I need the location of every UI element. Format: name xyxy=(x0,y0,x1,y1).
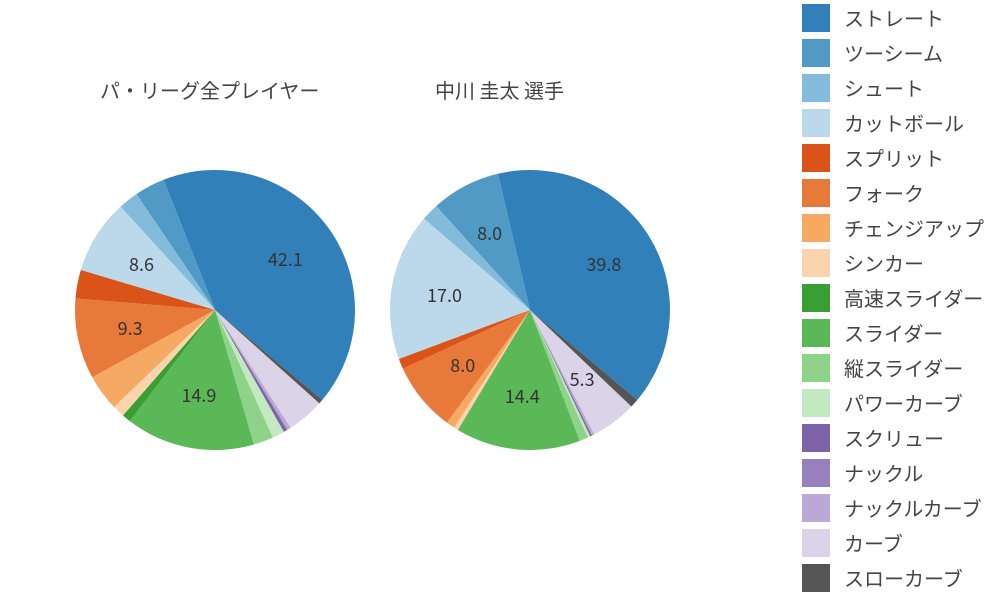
pie-chart xyxy=(75,170,355,450)
legend-label: シュート xyxy=(844,70,924,105)
legend-item-changeup: チェンジアップ xyxy=(802,210,984,245)
legend-label: ツーシーム xyxy=(844,35,943,70)
chart-title: パ・リーグ全プレイヤー xyxy=(100,75,319,104)
legend-swatch xyxy=(802,389,830,417)
legend-label: カットボール xyxy=(844,105,964,140)
legend-item-vslider: 縦スライダー xyxy=(802,350,984,385)
legend-label: フォーク xyxy=(844,175,924,210)
legend-item-straight: ストレート xyxy=(802,0,984,35)
legend-label: パワーカーブ xyxy=(844,385,963,420)
legend-swatch xyxy=(802,39,830,67)
legend-item-slowcurve: スローカーブ xyxy=(802,560,984,595)
legend-swatch xyxy=(802,459,830,487)
legend-swatch xyxy=(802,74,830,102)
legend-label: スプリット xyxy=(844,140,944,175)
legend-item-fork: フォーク xyxy=(802,175,984,210)
legend-label: カーブ xyxy=(844,525,903,560)
legend-label: シンカー xyxy=(844,245,924,280)
legend-swatch xyxy=(802,319,830,347)
legend-label: ナックルカーブ xyxy=(844,490,982,525)
legend-label: スローカーブ xyxy=(844,560,963,595)
legend-label: ストレート xyxy=(844,0,944,35)
pie-chart xyxy=(390,170,670,450)
legend-swatch xyxy=(802,354,830,382)
legend-swatch xyxy=(802,109,830,137)
legend-item-curve: カーブ xyxy=(802,525,984,560)
legend-label: チェンジアップ xyxy=(844,210,984,245)
legend-label: 縦スライダー xyxy=(844,350,963,385)
legend-item-twoseam: ツーシーム xyxy=(802,35,984,70)
legend-swatch xyxy=(802,4,830,32)
legend-item-screw: スクリュー xyxy=(802,420,984,455)
legend-item-knucklecurve: ナックルカーブ xyxy=(802,490,984,525)
legend-item-sinker: シンカー xyxy=(802,245,984,280)
legend-swatch xyxy=(802,249,830,277)
legend: ストレートツーシームシュートカットボールスプリットフォークチェンジアップシンカー… xyxy=(802,0,984,595)
legend-swatch xyxy=(802,424,830,452)
chart-title: 中川 圭太 選手 xyxy=(435,75,564,104)
legend-item-powercurve: パワーカーブ xyxy=(802,385,984,420)
legend-swatch xyxy=(802,529,830,557)
legend-label: 高速スライダー xyxy=(844,280,983,315)
legend-label: スライダー xyxy=(844,315,943,350)
legend-item-knuckle: ナックル xyxy=(802,455,984,490)
legend-swatch xyxy=(802,179,830,207)
legend-item-shoot: シュート xyxy=(802,70,984,105)
legend-item-cutball: カットボール xyxy=(802,105,984,140)
legend-swatch xyxy=(802,564,830,592)
legend-swatch xyxy=(802,284,830,312)
legend-item-hslider: 高速スライダー xyxy=(802,280,984,315)
legend-swatch xyxy=(802,494,830,522)
legend-item-slider: スライダー xyxy=(802,315,984,350)
legend-swatch xyxy=(802,144,830,172)
legend-label: ナックル xyxy=(844,455,923,490)
legend-label: スクリュー xyxy=(844,420,944,455)
legend-item-split: スプリット xyxy=(802,140,984,175)
chart-stage: 42.18.69.314.9パ・リーグ全プレイヤー39.88.017.08.01… xyxy=(0,0,1000,600)
legend-swatch xyxy=(802,214,830,242)
